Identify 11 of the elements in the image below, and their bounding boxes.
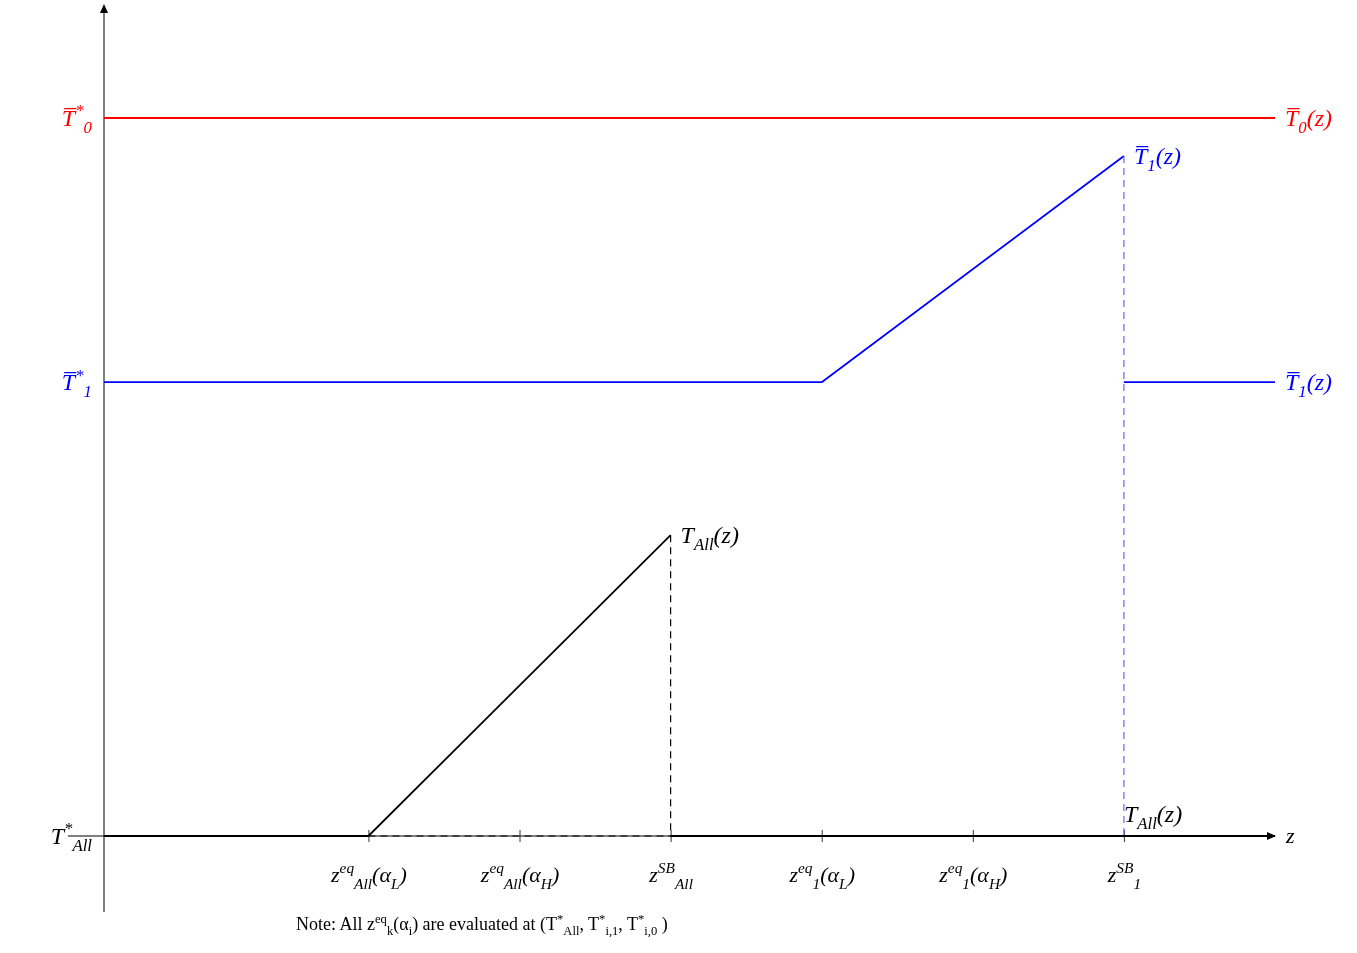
series-label: T$_{All}$(z)	[680, 522, 739, 555]
x-tick-label: z$^{eq}$$_{1}$(α$_{H}$)	[938, 859, 1008, 892]
series-label: T̅$_{1}$(z)	[1285, 369, 1333, 402]
x-tick-label: z$^{eq}$$_{1}$(α$_{L}$)	[788, 859, 855, 892]
x-axis-title: z	[1285, 823, 1295, 848]
x-tick-label: z$^{eq}$$_{All}$(α$_{H}$)	[479, 859, 560, 892]
x-tick-label: z$^{eq}$$_{All}$(α$_{L}$)	[330, 859, 407, 892]
text: Note: All z$^{eq}$$_{k}$(α$_{i}$) are evaluated at (T$^{*}$$_{All}$, T$^{*}$$_{i,1}$, T$^{*}$$_{i,0}$ )	[296, 911, 668, 939]
series-label: T̅$_{0}$(z)	[1285, 105, 1333, 138]
series-label: T̅$_{1}$(z)	[1133, 143, 1181, 176]
series-label: T$_{All}$(z)	[1123, 801, 1183, 834]
